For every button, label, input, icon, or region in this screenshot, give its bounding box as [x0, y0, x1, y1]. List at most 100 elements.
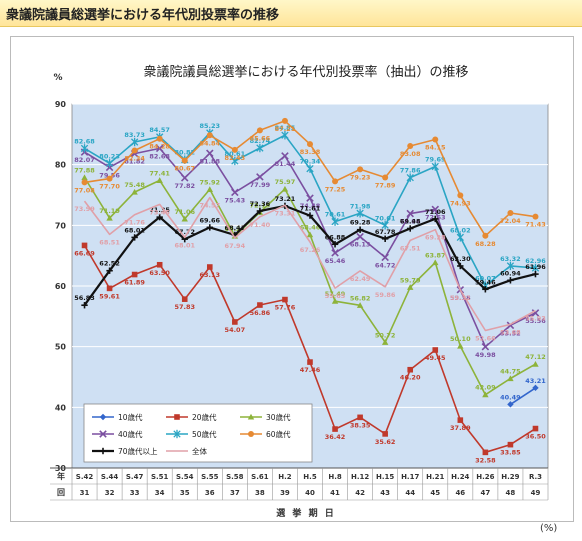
data-label: 70.01 — [375, 214, 396, 222]
data-point — [507, 277, 514, 284]
x-tick-label: S.55 — [201, 473, 219, 481]
data-point — [482, 286, 489, 293]
data-point — [232, 319, 238, 325]
data-point — [531, 309, 540, 317]
data-label: 46.20 — [400, 374, 421, 382]
data-label: 70.61 — [325, 211, 346, 219]
data-label: 73.45 — [149, 208, 170, 216]
page-title: 衆議院議員総選挙における年代別投票率の推移 — [6, 8, 280, 23]
legend-marker — [247, 413, 255, 420]
data-label: 53.68 — [500, 328, 521, 336]
data-label: 73.31 — [275, 209, 296, 217]
data-point — [156, 135, 163, 142]
legend-label: 30歳代 — [266, 412, 291, 422]
data-point — [81, 302, 88, 309]
data-point — [407, 225, 414, 232]
x2-tick-label: 39 — [280, 489, 290, 497]
data-label: 83.73 — [124, 131, 145, 139]
data-label: 84.28 — [149, 143, 170, 151]
data-label: 59.32 — [450, 294, 471, 302]
data-label: 52.66 — [475, 335, 496, 343]
legend-label: 50歳代 — [192, 429, 217, 439]
data-point — [156, 261, 163, 268]
data-label: 40.49 — [500, 393, 521, 401]
x2-tick-label: 38 — [255, 489, 265, 497]
data-point — [532, 213, 539, 220]
data-label: 67.72 — [174, 228, 195, 236]
data-point — [407, 366, 414, 373]
data-point — [457, 417, 464, 423]
data-label: 67.51 — [400, 244, 421, 252]
data-label: 47.46 — [300, 366, 321, 374]
data-label: 50.10 — [450, 335, 471, 343]
data-label: 82.68 — [149, 152, 170, 160]
data-label: 85.23 — [200, 122, 221, 130]
x-tick-label: H.8 — [328, 473, 342, 481]
x-tick-label: H.15 — [376, 473, 394, 481]
data-point — [357, 414, 363, 421]
data-point — [382, 174, 389, 181]
data-label: 49.45 — [425, 354, 446, 362]
data-point — [431, 205, 440, 214]
data-label: 75.97 — [275, 178, 296, 186]
data-label: 85.66 — [250, 134, 271, 142]
data-label: 68.24 — [225, 225, 246, 233]
x2-tick-label: 40 — [305, 489, 315, 497]
data-point — [131, 234, 138, 241]
x-tick-label: S.51 — [151, 473, 169, 481]
data-label: 84.85 — [275, 124, 296, 132]
y-tick-label: 90 — [55, 100, 67, 109]
data-point — [532, 360, 539, 367]
data-point — [256, 143, 264, 153]
data-point — [432, 136, 439, 143]
x2-tick-label: 35 — [180, 489, 190, 497]
data-point — [281, 117, 288, 124]
data-label: 68.41 — [225, 224, 246, 232]
data-point — [181, 157, 188, 164]
x2-row-label: 回 — [57, 488, 65, 497]
data-point — [507, 209, 514, 216]
data-label: 71.06 — [174, 208, 195, 216]
x-tick-label: H.24 — [451, 473, 469, 481]
data-label: 71.94 — [400, 218, 421, 226]
data-point — [507, 401, 514, 408]
data-point — [81, 242, 88, 249]
legend-label: 20歳代 — [192, 412, 217, 422]
legend-marker — [173, 429, 181, 439]
data-label: 62.49 — [350, 275, 371, 283]
data-label: 63.30 — [450, 255, 471, 263]
data-label: 38.35 — [350, 421, 371, 429]
data-point — [307, 359, 313, 365]
data-point — [306, 231, 314, 238]
data-point — [406, 209, 414, 218]
data-label: 84.84 — [200, 139, 221, 147]
data-label: 57.83 — [174, 303, 195, 311]
data-label: 84.15 — [425, 143, 446, 151]
x-tick-label: S.47 — [126, 473, 144, 481]
data-point — [356, 226, 364, 233]
x-tick-label: S.54 — [176, 473, 194, 481]
data-label: 82.07 — [74, 156, 95, 164]
data-label: 66.88 — [325, 233, 346, 241]
data-label: 57.76 — [275, 304, 296, 312]
data-label: 71.19 — [99, 207, 120, 215]
x-tick-label: S.44 — [101, 473, 119, 481]
series-line — [83, 196, 536, 332]
data-label: 81.82 — [124, 158, 145, 166]
y-tick-label: 60 — [55, 282, 67, 291]
data-label: 69.66 — [200, 216, 221, 224]
data-label: 75.92 — [200, 178, 221, 186]
data-label: 75.48 — [124, 181, 145, 189]
data-point — [407, 142, 414, 149]
data-label: 71.43 — [525, 221, 546, 229]
data-label: 56.82 — [350, 294, 371, 302]
x-tick-label: S.42 — [76, 473, 94, 481]
data-point — [231, 188, 239, 197]
x2-tick-label: 47 — [480, 489, 490, 497]
x2-tick-label: 43 — [380, 489, 390, 497]
data-label: 49.98 — [475, 351, 496, 359]
data-label: 55.56 — [525, 317, 546, 325]
x2-tick-label: 48 — [506, 489, 516, 497]
data-label: 56.83 — [74, 294, 95, 302]
